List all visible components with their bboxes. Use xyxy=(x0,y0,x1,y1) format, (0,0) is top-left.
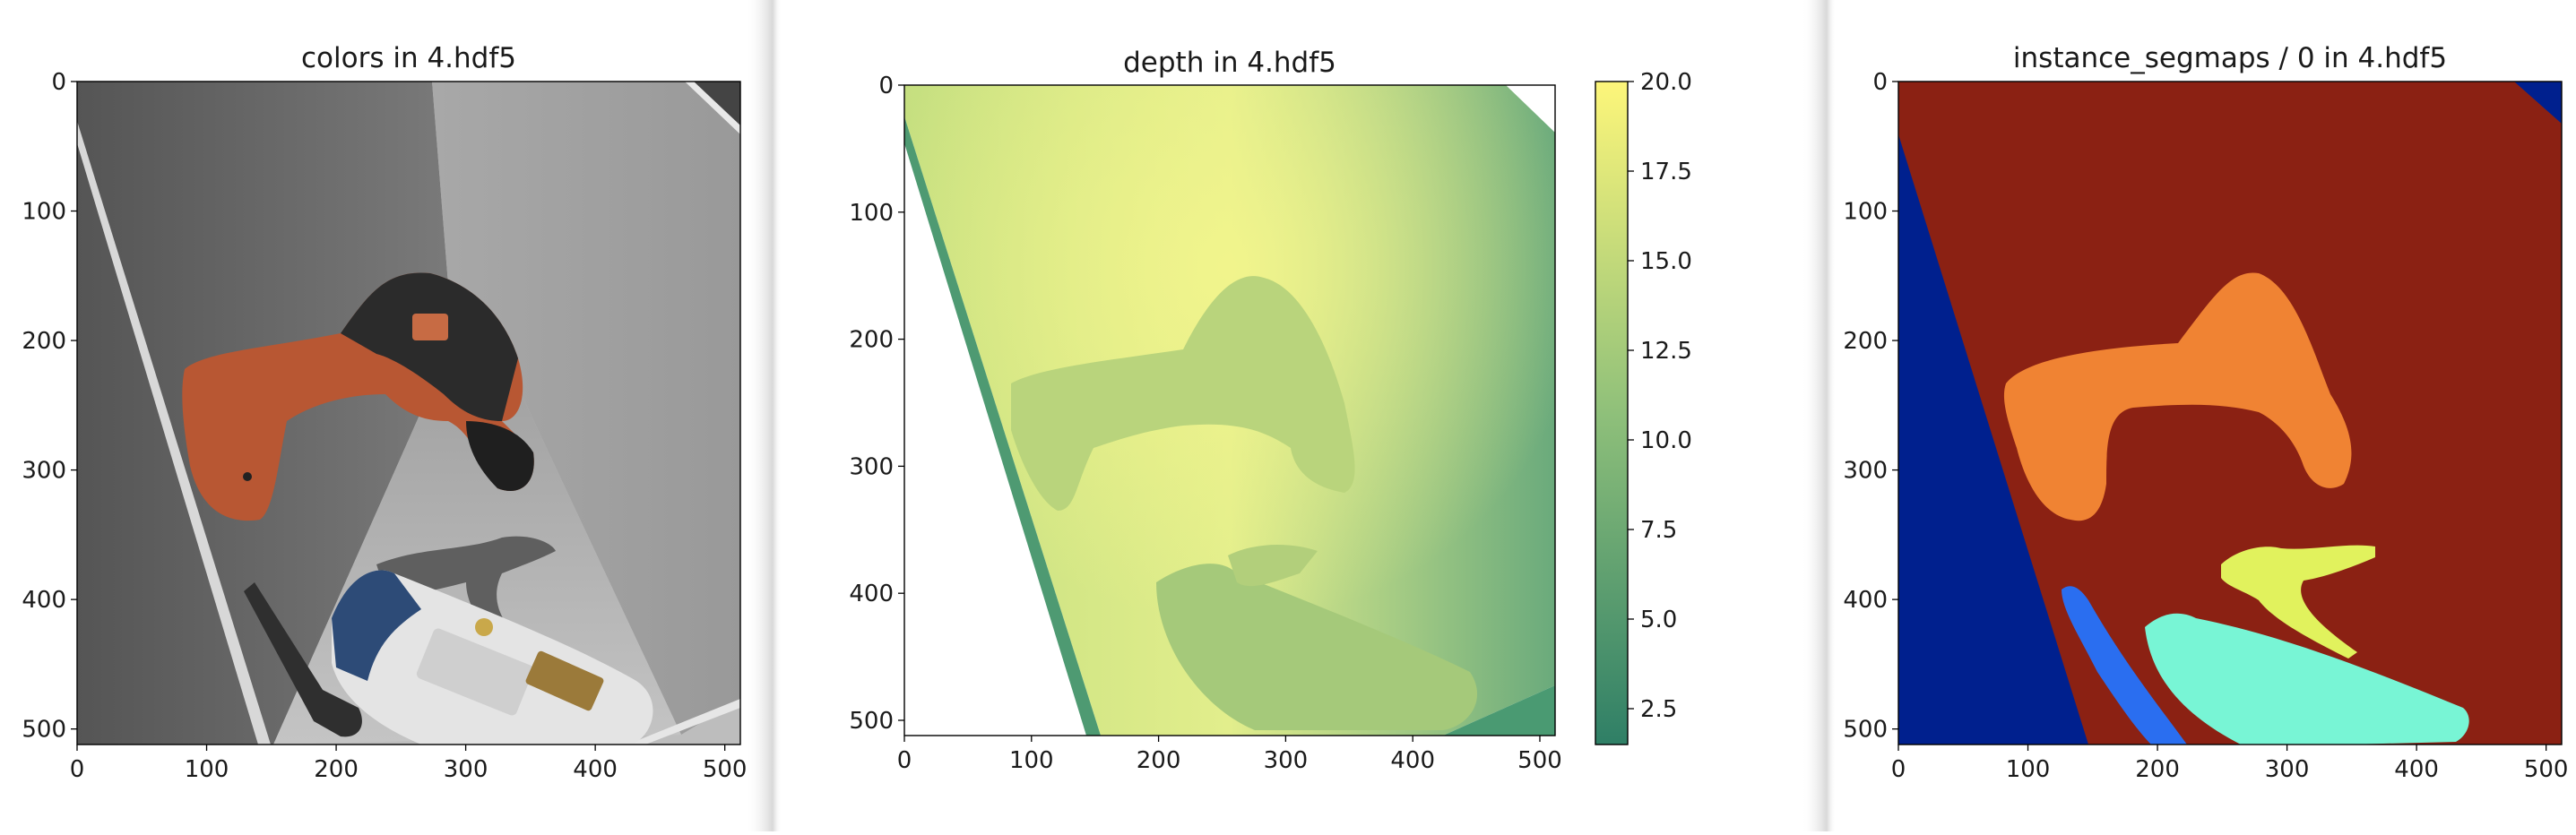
y-tick-label: 400 xyxy=(849,581,894,607)
y-tick-label: 100 xyxy=(1843,199,1888,226)
seg-bottle-region xyxy=(2145,613,2469,745)
colorbar-tick-label: 17.5 xyxy=(1640,159,1692,185)
clamp-object xyxy=(376,536,556,654)
y-tick-label: 300 xyxy=(1843,458,1888,485)
x-tick-label: 500 xyxy=(703,756,748,783)
depth-drill-region xyxy=(1011,276,1355,511)
colorbar-tick-label: 10.0 xyxy=(1640,427,1692,454)
seg-drill-region xyxy=(2003,272,2352,521)
x-tick-label: 400 xyxy=(2394,756,2439,783)
subplot-title-depth: depth in 4.hdf5 xyxy=(1123,47,1336,79)
depth-edge-region xyxy=(904,116,1101,736)
axes-frame-3 xyxy=(1897,81,2563,745)
subplot-title-segmaps: instance_segmaps / 0 in 4.hdf5 xyxy=(2013,42,2447,74)
x-tick-label: 300 xyxy=(444,756,488,783)
box-edge-highlight xyxy=(627,699,740,745)
x-tick-label: 100 xyxy=(185,756,229,783)
colorbar xyxy=(1595,82,1628,745)
panel-separator-shadow xyxy=(1827,0,1836,831)
y-tick-label: 300 xyxy=(22,458,66,485)
x-tick-label: 400 xyxy=(573,756,618,783)
y-tick-label: 0 xyxy=(51,69,66,96)
axes-frame-1 xyxy=(76,81,741,745)
x-tick-label: 300 xyxy=(1264,747,1309,774)
colorbar-tick-label: 7.5 xyxy=(1640,517,1677,544)
box-edge-highlight xyxy=(685,82,740,134)
x-tick-label: 0 xyxy=(70,756,85,783)
seg-scissors-region xyxy=(2062,586,2187,745)
depth-image xyxy=(904,85,1555,736)
y-tick-label: 400 xyxy=(1843,587,1888,614)
panel-separator-shadow xyxy=(1802,0,1827,831)
x-tick-label: 100 xyxy=(2006,756,2051,783)
subplot-title-colors: colors in 4.hdf5 xyxy=(301,42,516,74)
x-tick-label: 500 xyxy=(2524,756,2569,783)
bottle-object xyxy=(332,570,653,745)
y-tick-label: 200 xyxy=(22,328,66,355)
colorbar-tick-label: 5.0 xyxy=(1640,607,1677,633)
axes-frame-2 xyxy=(903,84,1556,736)
y-tick-label: 300 xyxy=(849,453,894,480)
depth-bottle-region xyxy=(1156,564,1478,730)
colorbar-tick-label: 20.0 xyxy=(1640,69,1692,96)
y-tick-label: 500 xyxy=(849,708,894,735)
x-tick-label: 100 xyxy=(1009,747,1054,774)
scissors-object xyxy=(244,582,362,737)
x-tick-label: 200 xyxy=(314,756,359,783)
drill-object xyxy=(182,272,534,521)
panel-separator-shadow xyxy=(773,0,782,831)
x-tick-label: 400 xyxy=(1390,747,1435,774)
depth-clamp-region xyxy=(1228,545,1318,587)
x-tick-label: 300 xyxy=(2265,756,2310,783)
y-tick-label: 100 xyxy=(849,200,894,227)
y-tick-label: 200 xyxy=(849,327,894,354)
x-tick-label: 200 xyxy=(2135,756,2180,783)
seg-corner-region xyxy=(2514,82,2562,124)
y-tick-label: 500 xyxy=(22,717,66,744)
box-edge-highlight xyxy=(77,121,271,745)
segmentation-image xyxy=(1898,82,2562,745)
y-tick-label: 100 xyxy=(22,199,66,226)
y-tick-label: 200 xyxy=(1843,328,1888,355)
x-tick-label: 0 xyxy=(897,747,912,774)
seg-clamp-region xyxy=(2221,545,2375,659)
colorbar-tick-label: 15.0 xyxy=(1640,248,1692,275)
x-tick-label: 200 xyxy=(1137,747,1181,774)
colorbar-frame xyxy=(1595,81,1629,745)
seg-wall-region xyxy=(1898,134,2088,745)
y-tick-label: 0 xyxy=(1872,69,1888,96)
y-tick-label: 400 xyxy=(22,587,66,614)
colors-image xyxy=(77,82,740,745)
x-tick-label: 0 xyxy=(1891,756,1906,783)
colorbar-tick-group: 2.5 5.0 7.5 10.0 12.5 15.0 17.5 20.0 xyxy=(1628,69,1692,723)
colorbar-tick-label: 2.5 xyxy=(1640,696,1677,723)
right-wall-region xyxy=(432,82,740,735)
depth-corner-region xyxy=(1443,685,1555,736)
y-tick-label: 500 xyxy=(1843,717,1888,744)
panel-separator-shadow xyxy=(746,0,773,831)
colorbar-tick-label: 12.5 xyxy=(1640,338,1692,365)
x-tick-label: 500 xyxy=(1517,747,1562,774)
y-tick-label: 0 xyxy=(878,73,894,99)
